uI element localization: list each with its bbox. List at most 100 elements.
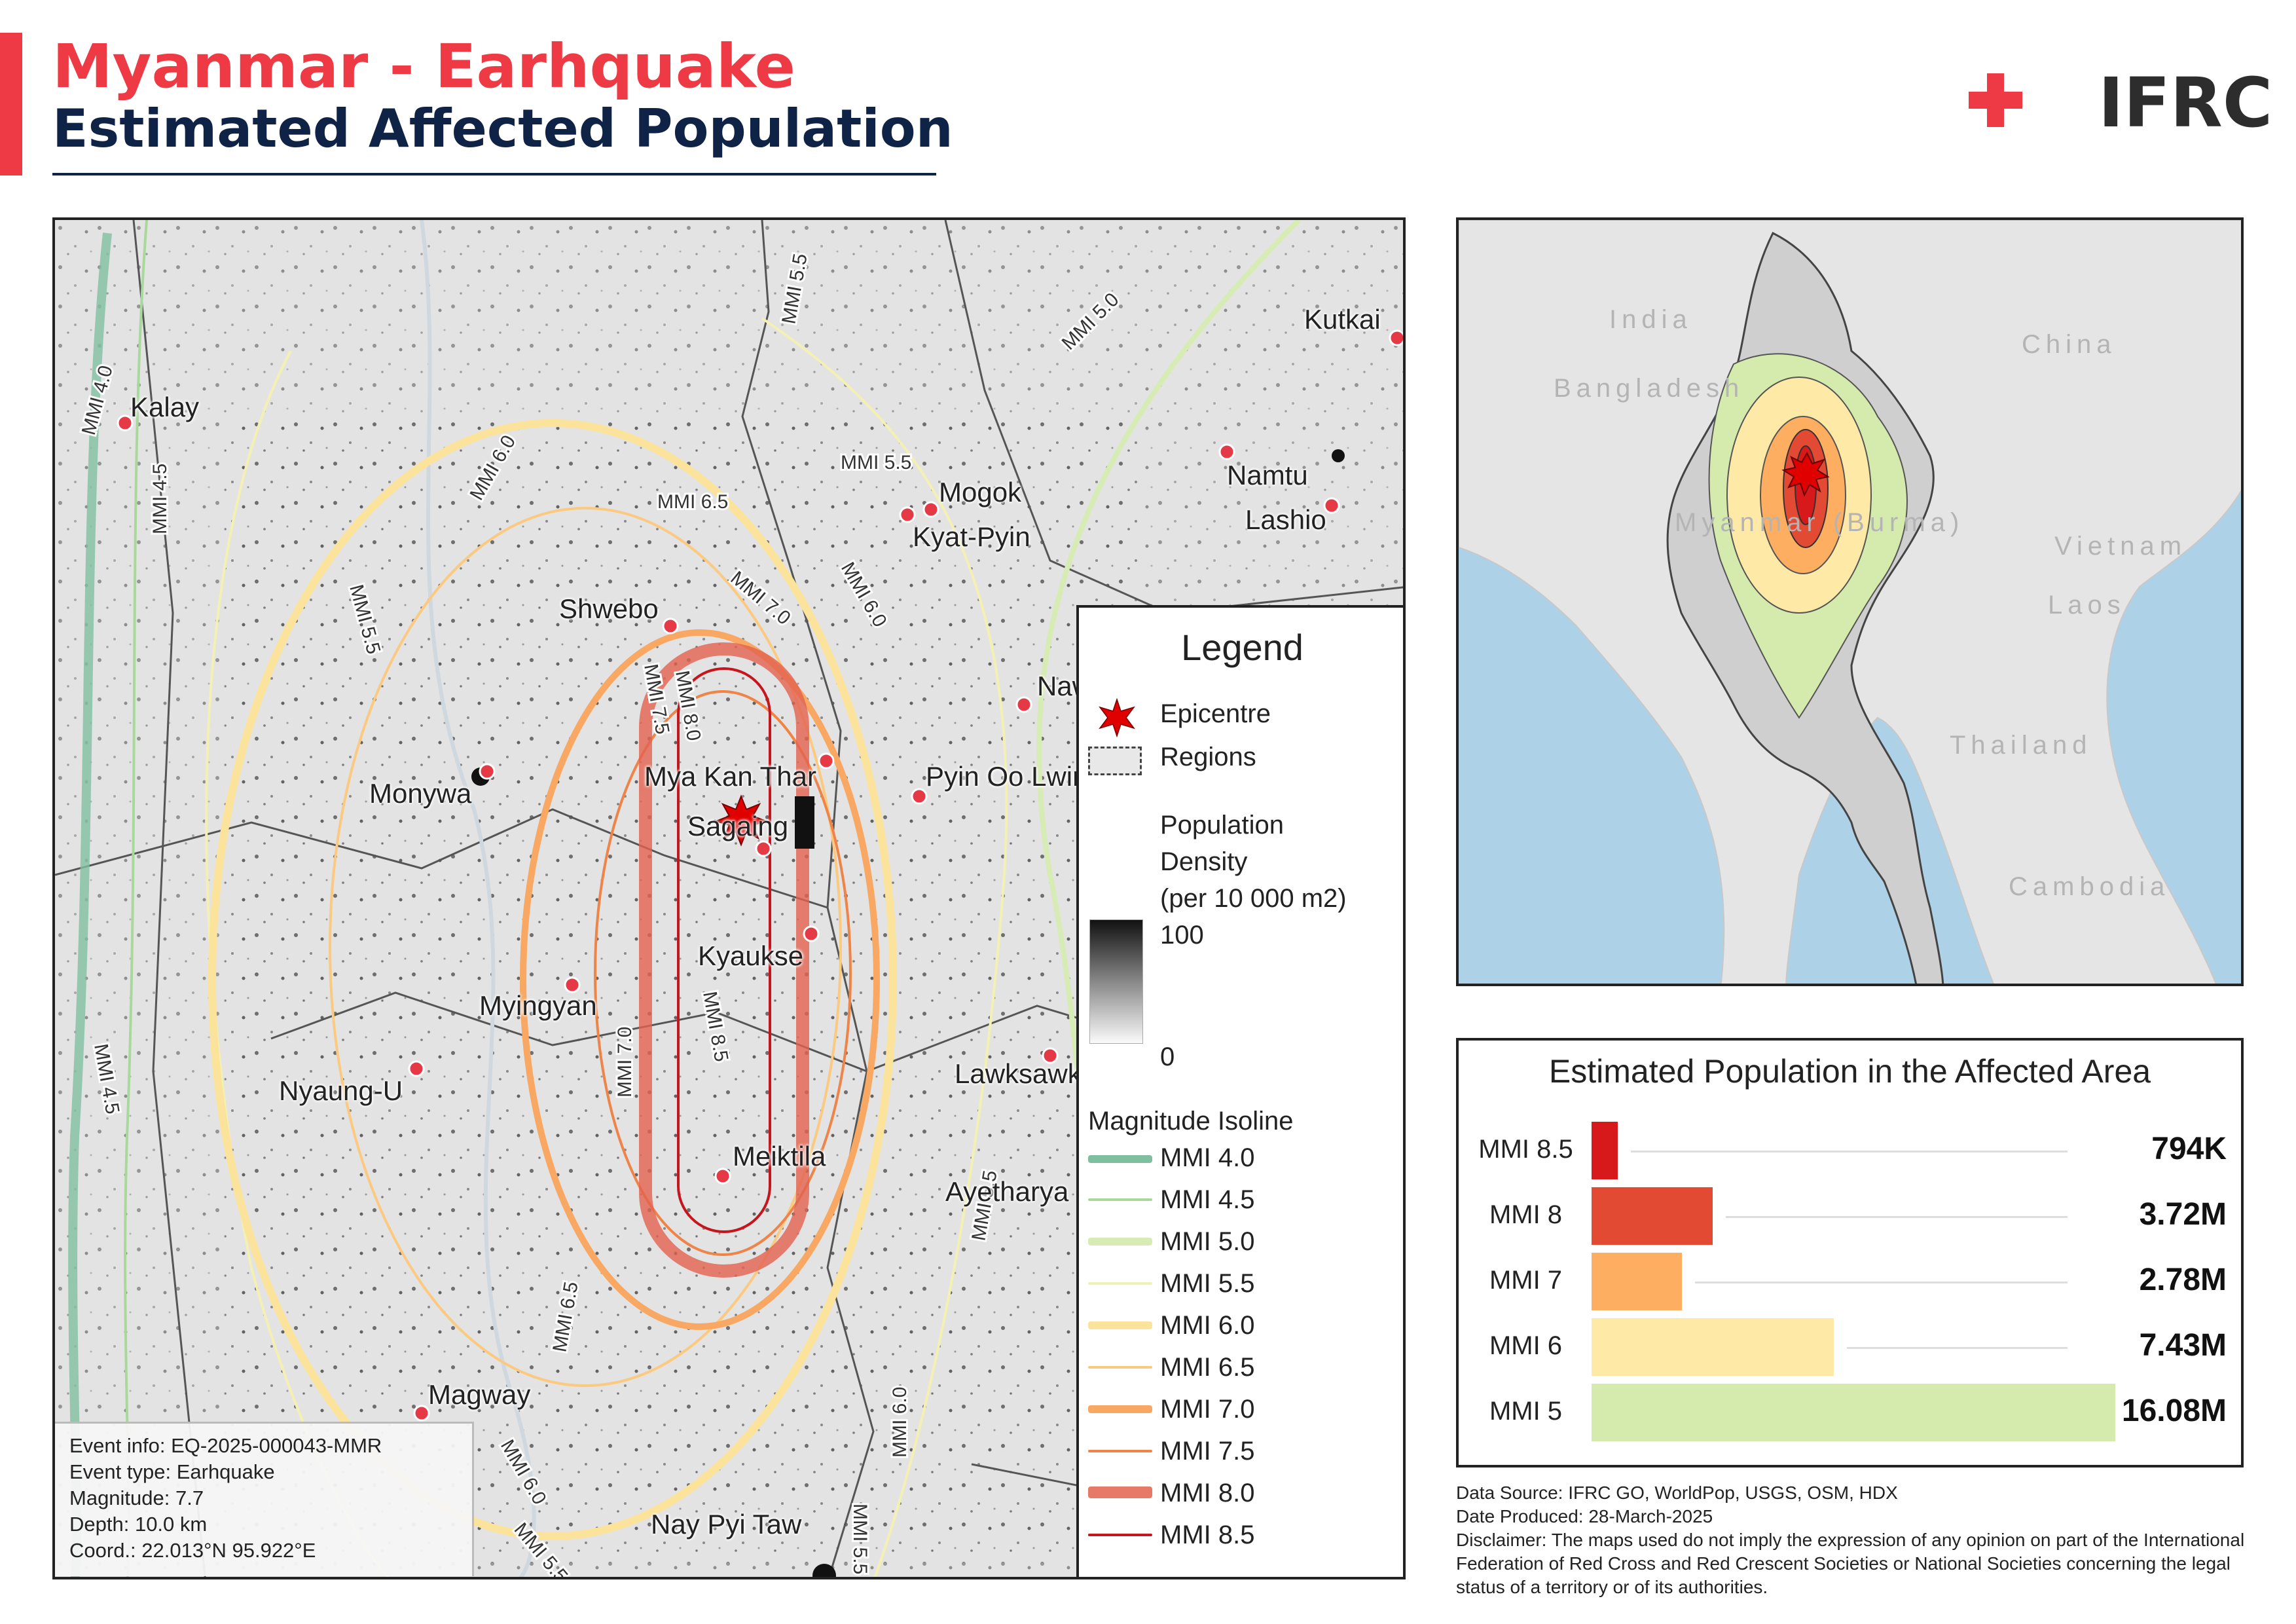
isoline-swatch-6-0 (1088, 1321, 1152, 1329)
isoline-label-8-5: MMI 8.5 (1160, 1521, 1255, 1549)
isoline-label-4-5: MMI 4.5 (1160, 1185, 1255, 1214)
red-cross-crescent-icon (1969, 72, 2066, 131)
bar-value-label: 7.43M (2139, 1328, 2227, 1363)
isoline-label: MMI 6.0 (889, 1387, 911, 1458)
legend-density-line2: Density (1160, 847, 1248, 876)
city-marker (1218, 443, 1235, 460)
population-bar (1592, 1253, 1682, 1310)
city-marker (755, 840, 772, 857)
isoline-label-7-5: MMI 7.5 (1160, 1437, 1255, 1466)
city-label-kyat-pyin: Kyat-Pyin (913, 521, 1030, 552)
density-max-label: 100 (1160, 921, 1204, 950)
event-depth: Depth: 10.0 km (69, 1513, 208, 1536)
bar-value-label: 16.08M (2121, 1393, 2227, 1428)
city-label-myingyan: Myingyan (479, 990, 597, 1021)
population-chart-panel: Estimated Population in the Affected Are… (1456, 1038, 2244, 1467)
city-marker (1389, 329, 1403, 346)
country-label-thailand: Thailand (1950, 731, 2092, 760)
city-label-kyaukse: Kyaukse (698, 940, 804, 971)
city-marker (479, 763, 496, 780)
isoline-swatch-5-5 (1088, 1282, 1152, 1285)
city-marker (899, 506, 916, 523)
country-label-cambodia: Cambodia (2009, 872, 2170, 901)
legend-isoline-title: Magnitude Isoline (1088, 1107, 1294, 1135)
isoline-label-5-0: MMI 5.0 (1160, 1227, 1255, 1256)
bar-value-label: 3.72M (2139, 1197, 2227, 1232)
city-marker (922, 501, 939, 518)
legend-density-line3: (per 10 000 m2) (1160, 884, 1347, 913)
city-label-mogok: Mogok (939, 477, 1022, 507)
city-label-lawksawk: Lawksawk (955, 1058, 1082, 1089)
city-marker (662, 618, 679, 635)
city-label-mya-kan-thar: Mya Kan Thar (644, 761, 817, 792)
legend-title: Legend (1181, 627, 1303, 668)
legend-regions-label: Regions (1160, 743, 1256, 771)
title-underline (52, 173, 936, 175)
city-marker (1015, 696, 1032, 713)
epicentre-star (714, 794, 769, 847)
isoline-label-6-5: MMI 6.5 (1160, 1353, 1255, 1382)
page-subtitle: Estimated Affected Population (52, 98, 953, 159)
isoline-label-8-0: MMI 8.0 (1160, 1479, 1255, 1507)
density-gradient (1089, 919, 1143, 1044)
isoline-label: MMI 4.5 (149, 464, 171, 534)
isoline-label: MMI 6.5 (657, 491, 728, 513)
event-magnitude: Magnitude: 7.7 (69, 1486, 204, 1509)
isoline-swatch-7-5 (1088, 1450, 1152, 1452)
city-marker (714, 1168, 731, 1185)
population-bar (1592, 1187, 1713, 1245)
disclaimer: Disclaimer: The maps used do not imply t… (1456, 1530, 2245, 1597)
bar-value-label: 2.78M (2139, 1263, 2227, 1297)
city-marker (818, 752, 835, 769)
density-min-label: 0 (1160, 1043, 1175, 1071)
bar-value-label: 794K (2151, 1132, 2227, 1166)
country-label-vietnam: Vietnam (2054, 532, 2187, 561)
inset-overview-map[interactable]: India Bangladesh China Myanmar (Burma) V… (1456, 217, 2244, 986)
isoline-label: MMI 5.5 (849, 1504, 871, 1574)
bar-category-label: MMI 8 (1489, 1200, 1563, 1229)
page-title: Myanmar - Earhquake (52, 31, 795, 101)
event-id: Event info: EQ-2025-000043-MMR (69, 1434, 382, 1457)
isoline-label-7-0: MMI 7.0 (1160, 1395, 1255, 1424)
city-label-kutkai: Kutkai (1304, 304, 1381, 335)
title-accent-bar (0, 33, 22, 175)
population-bar (1592, 1122, 1618, 1179)
data-source: Data Source: IFRC GO, WorldPop, USGS, OS… (1456, 1483, 1898, 1503)
city-label-namtu: Namtu (1227, 460, 1308, 490)
isoline-swatch-7-0 (1088, 1405, 1152, 1413)
isoline-label: MMI 7.0 (614, 1027, 636, 1098)
legend-density-line1: Population (1160, 811, 1285, 840)
bar-guide-line (1847, 1347, 2068, 1349)
city-marker (1042, 1047, 1059, 1064)
isoline-label-4-0: MMI 4.0 (1160, 1143, 1255, 1172)
isoline-swatch-8-0 (1088, 1486, 1152, 1498)
city-label-magway: Magway (428, 1379, 531, 1410)
logo-text: IFRC (2098, 63, 2273, 143)
population-bar (1592, 1318, 1834, 1376)
regions-swatch (1088, 747, 1142, 775)
city-marker (1323, 497, 1340, 514)
isoline-label-5-5: MMI 5.5 (1160, 1269, 1255, 1298)
city-marker (911, 788, 928, 805)
footer-notes: Data Source: IFRC GO, WorldPop, USGS, OS… (1456, 1481, 2261, 1599)
city-marker (413, 1405, 430, 1422)
city-marker (408, 1060, 425, 1077)
main-map[interactable]: MMI 4.0 MMI 4.5 MMI 5.0 MMI 5.5 MMI 5.5 … (52, 217, 1406, 1579)
bar-category-label: MMI 8.5 (1478, 1135, 1573, 1164)
country-label-china: China (2022, 330, 2117, 359)
isoline-swatch-8-5 (1088, 1534, 1152, 1536)
city-label-lashio: Lashio (1245, 504, 1326, 535)
ifrc-logo: IFRC (1967, 65, 2275, 141)
legend-epicentre-label: Epicentre (1160, 699, 1271, 728)
city-label-nay-pyi-taw: Nay Pyi Taw (651, 1509, 802, 1540)
event-coord: Coord.: 22.013°N 95.922°E (69, 1539, 316, 1562)
city-label-sagaing: Sagaing (687, 811, 789, 841)
population-chart-title: Estimated Population in the Affected Are… (1548, 1053, 2151, 1090)
city-label-kalay: Kalay (130, 392, 200, 422)
bar-guide-line (1631, 1151, 2068, 1153)
city-label-shwebo: Shwebo (559, 593, 659, 624)
isoline-swatch-6-5 (1088, 1366, 1152, 1369)
country-label-india: India (1609, 305, 1692, 334)
city-label-nyaung-u: Nyaung-U (279, 1075, 403, 1106)
inset-epicentre-star (1781, 451, 1830, 497)
